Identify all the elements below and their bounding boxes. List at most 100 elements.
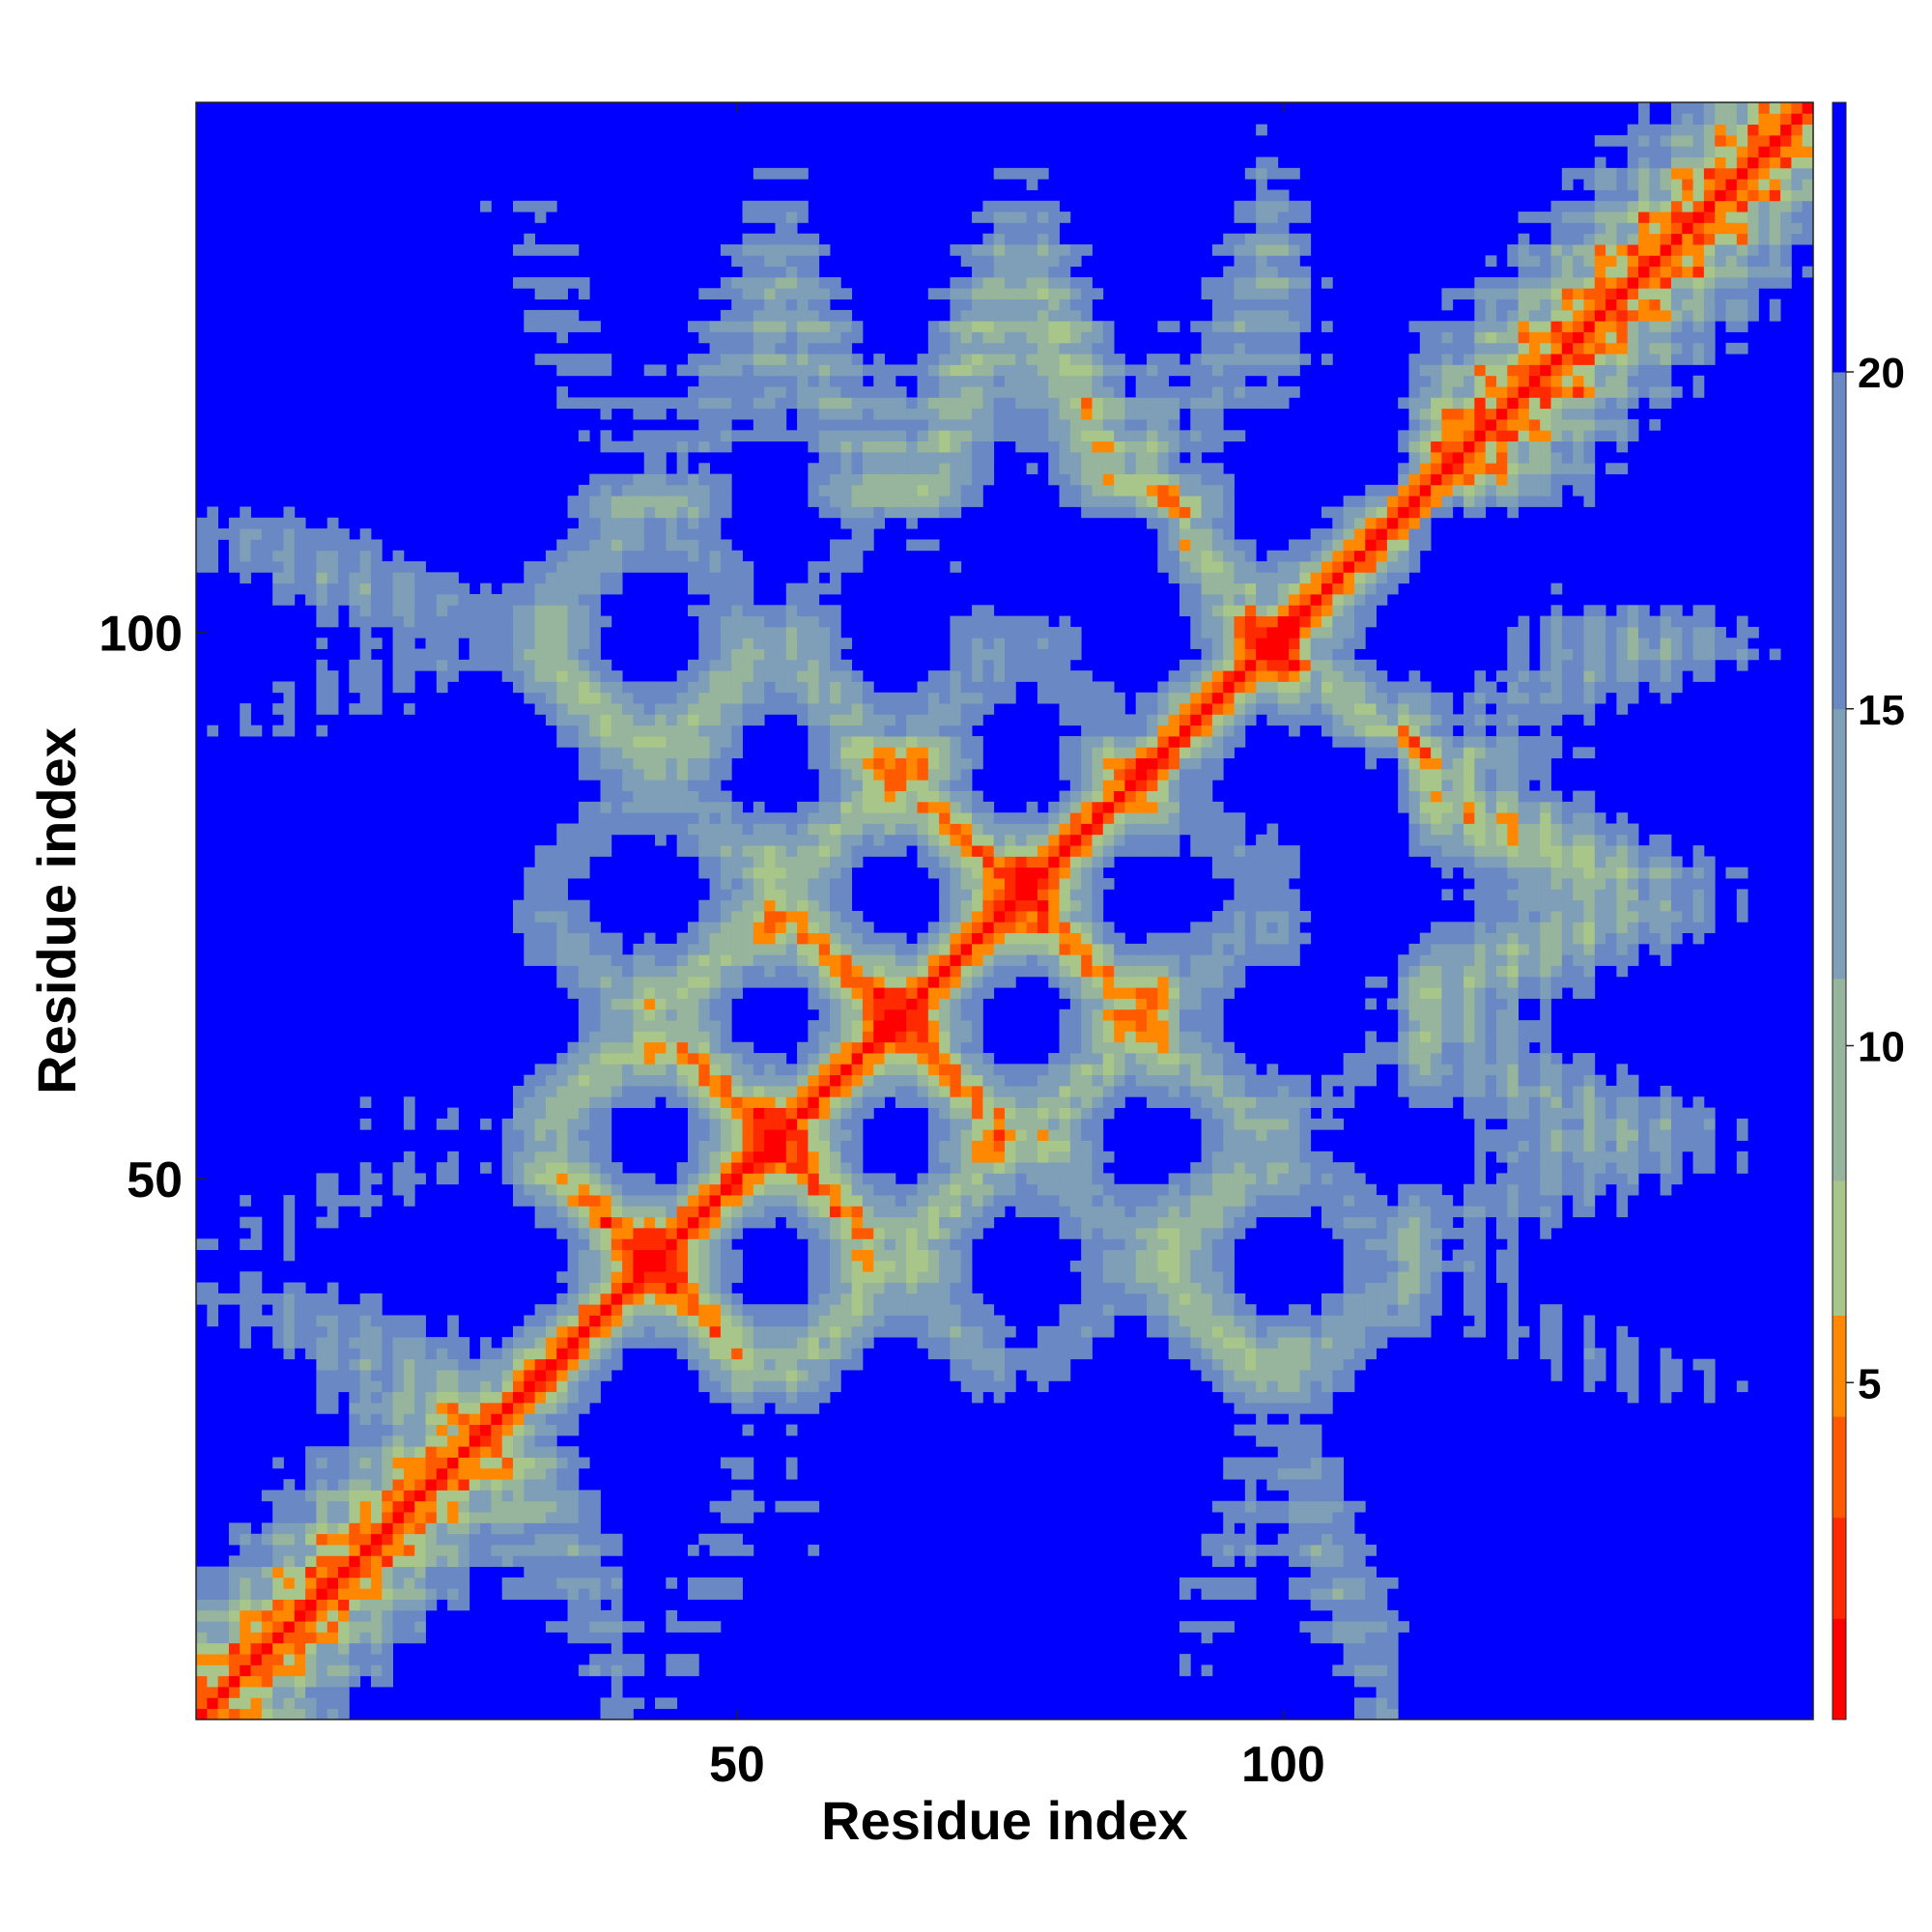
heatmap-cell: [600, 1577, 612, 1589]
heatmap-cell: [436, 638, 448, 649]
heatmap-cell: [403, 1467, 415, 1480]
heatmap-cell: [513, 1533, 525, 1546]
heatmap-cell: [742, 954, 754, 966]
heatmap-cell: [785, 1085, 798, 1097]
heatmap-cell: [982, 200, 995, 213]
heatmap-cell: [458, 582, 470, 595]
heatmap-cell: [851, 517, 864, 529]
heatmap-cell: [1048, 298, 1060, 311]
heatmap-cell: [1015, 1195, 1028, 1207]
heatmap-cell: [425, 1577, 438, 1589]
heatmap-cell: [993, 856, 1006, 868]
heatmap-cell: [545, 681, 557, 694]
heatmap-cell: [676, 1216, 689, 1229]
heatmap-cell: [830, 736, 841, 748]
heatmap-cell: [972, 1337, 983, 1349]
heatmap-cell: [327, 1512, 339, 1523]
heatmap-cell: [742, 233, 754, 245]
heatmap-cell: [764, 1118, 776, 1130]
heatmap-cell: [753, 1206, 765, 1218]
heatmap-cell: [753, 309, 765, 322]
heatmap-cell: [469, 1522, 481, 1535]
heatmap-cell: [1037, 681, 1049, 694]
heatmap-cell: [458, 1413, 470, 1426]
heatmap-cell: [567, 1140, 580, 1152]
heatmap-cell: [720, 375, 732, 387]
heatmap-cell: [960, 867, 973, 879]
heatmap-cell: [349, 659, 361, 671]
heatmap-cell: [480, 593, 492, 606]
heatmap-cell: [808, 386, 820, 398]
heatmap-cell: [501, 1173, 514, 1185]
heatmap-cell: [359, 1183, 372, 1196]
heatmap-cell: [851, 1249, 864, 1262]
heatmap-cell: [294, 1555, 306, 1568]
heatmap-cell: [666, 430, 678, 442]
heatmap-cell: [818, 440, 831, 453]
heatmap-cell: [960, 354, 973, 365]
heatmap-cell: [972, 1391, 983, 1404]
heatmap-cell: [830, 1260, 841, 1272]
heatmap-cell: [403, 1348, 415, 1360]
heatmap-cell: [884, 757, 896, 770]
heatmap-cell: [830, 331, 841, 344]
heatmap-cell: [687, 1118, 699, 1130]
heatmap-cell: [556, 1380, 568, 1393]
heatmap-cell: [567, 1064, 580, 1076]
heatmap-cell: [884, 496, 896, 507]
heatmap-cell: [840, 889, 853, 901]
heatmap-cell: [1026, 867, 1038, 879]
heatmap-cell: [513, 582, 525, 595]
heatmap-cell: [633, 714, 645, 726]
heatmap-cell: [513, 1195, 525, 1207]
heatmap-cell: [589, 1096, 601, 1108]
heatmap-cell: [840, 736, 853, 748]
heatmap-cell: [633, 1183, 645, 1196]
heatmap-cell: [906, 1228, 918, 1239]
heatmap-cell: [731, 298, 743, 311]
heatmap-cell: [764, 1370, 776, 1381]
heatmap-cell: [534, 1304, 547, 1316]
heatmap-cell: [392, 681, 405, 694]
heatmap-cell: [1048, 954, 1060, 966]
heatmap-cell: [501, 1391, 514, 1404]
heatmap-cell: [698, 801, 711, 813]
heatmap-cell: [927, 1249, 940, 1262]
heatmap-cell: [666, 484, 678, 497]
heatmap-cell: [272, 1654, 284, 1665]
heatmap-cell: [545, 1074, 557, 1087]
heatmap-cell: [950, 1228, 962, 1239]
heatmap-cell: [764, 1151, 776, 1163]
heatmap-cell: [830, 1206, 841, 1218]
heatmap-cell: [622, 517, 634, 529]
heatmap-cell: [403, 1533, 415, 1546]
heatmap-cell: [556, 823, 568, 836]
heatmap-cell: [316, 1588, 328, 1600]
heatmap-cell: [818, 943, 831, 955]
heatmap-cell: [895, 506, 907, 519]
heatmap-cell: [982, 386, 995, 398]
heatmap-cell: [830, 1009, 841, 1021]
heatmap-cell: [556, 626, 568, 639]
heatmap-cell: [775, 703, 787, 715]
heatmap-cell: [709, 1162, 722, 1174]
heatmap-cell: [480, 1380, 492, 1393]
heatmap-cell: [993, 321, 1006, 332]
heatmap-cell: [250, 550, 263, 562]
heatmap-cell: [1015, 255, 1028, 268]
heatmap-cell: [534, 1096, 547, 1108]
heatmap-cell: [917, 484, 929, 497]
heatmap-cell: [447, 582, 459, 595]
heatmap-cell: [240, 572, 251, 584]
heatmap-cell: [359, 1424, 372, 1436]
heatmap-cell: [1026, 648, 1038, 661]
heatmap-cell: [1037, 1074, 1049, 1087]
heatmap-cell: [753, 867, 765, 879]
heatmap-cell: [927, 375, 940, 387]
heatmap-cell: [720, 572, 732, 584]
heatmap-cell: [524, 1380, 536, 1393]
heatmap-cell: [927, 496, 940, 507]
heatmap-cell: [556, 1337, 568, 1349]
heatmap-cell: [950, 1020, 962, 1032]
heatmap-cell: [589, 1053, 601, 1065]
